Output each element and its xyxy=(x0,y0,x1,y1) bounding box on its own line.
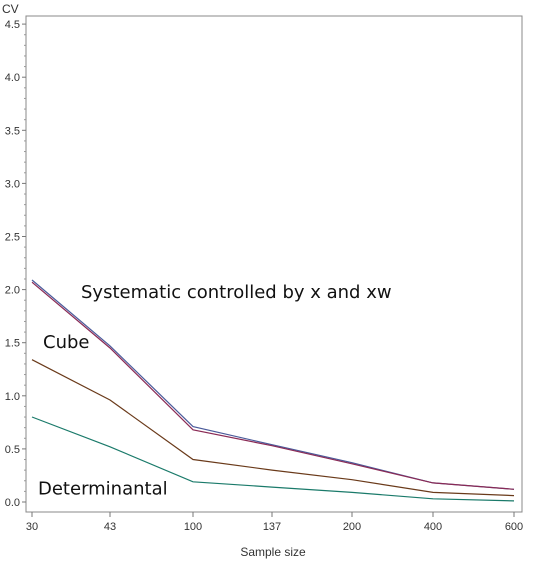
series-line-systematic_x xyxy=(31,279,515,490)
x-tick-label: 43 xyxy=(104,521,116,533)
y-tick-label: 2.0 xyxy=(5,285,20,297)
x-tick-label: 600 xyxy=(505,521,523,533)
y-tick-label: 1.5 xyxy=(5,338,20,350)
x-axis-label: Sample size xyxy=(240,545,306,559)
y-axis-label: CV xyxy=(2,2,19,16)
series-line-cube xyxy=(31,359,515,497)
y-tick-label: 0.0 xyxy=(5,497,20,509)
y-tick-label: 2.5 xyxy=(5,232,20,244)
y-tick-label: 1.0 xyxy=(5,391,20,403)
x-tick-label: 100 xyxy=(184,521,202,533)
y-tick-label: 4.0 xyxy=(5,72,20,84)
annotation-label: Cube xyxy=(43,332,89,353)
y-tick-label: 4.5 xyxy=(5,19,20,31)
y-tick-label: 3.0 xyxy=(5,178,20,190)
series-line-systematic_xw xyxy=(31,281,515,490)
annotation-label: Systematic controlled by x and xw xyxy=(81,282,392,303)
x-tick-label: 30 xyxy=(26,521,38,533)
annotation-label: Determinantal xyxy=(38,479,168,500)
x-tick-label: 200 xyxy=(343,521,361,533)
y-tick-label: 3.5 xyxy=(5,125,20,137)
x-tick-label: 400 xyxy=(424,521,442,533)
series-line-determinantal xyxy=(31,416,515,502)
plot-frame xyxy=(25,15,523,513)
x-tick-label: 137 xyxy=(263,521,281,533)
y-tick-label: 0.5 xyxy=(5,444,20,456)
